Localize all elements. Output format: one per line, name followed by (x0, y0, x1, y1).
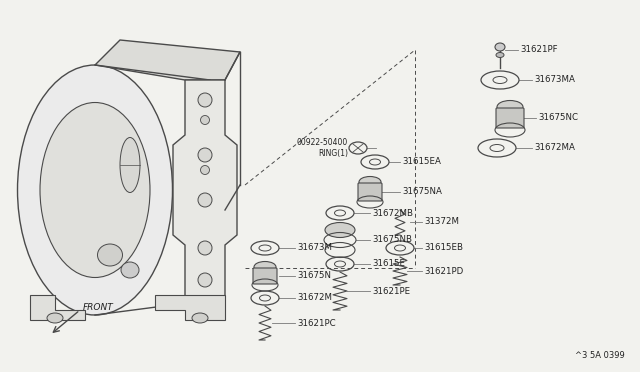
Text: 31675NA: 31675NA (402, 187, 442, 196)
Text: 31675NB: 31675NB (372, 235, 412, 244)
Ellipse shape (497, 100, 523, 113)
Text: FRONT: FRONT (83, 304, 114, 312)
Ellipse shape (495, 43, 505, 51)
Ellipse shape (198, 93, 212, 107)
Text: 00922-50400
RING(1): 00922-50400 RING(1) (297, 138, 348, 158)
Text: ^3 5A 0399: ^3 5A 0399 (575, 351, 625, 360)
Text: 31675N: 31675N (297, 272, 331, 280)
Text: 31615E: 31615E (372, 260, 405, 269)
Ellipse shape (47, 313, 63, 323)
Text: 31372M: 31372M (424, 218, 459, 227)
Polygon shape (155, 295, 225, 320)
Ellipse shape (97, 244, 122, 266)
Text: 31621PC: 31621PC (297, 318, 335, 327)
Ellipse shape (17, 65, 173, 315)
Text: 31615EA: 31615EA (402, 157, 441, 167)
Polygon shape (95, 40, 240, 80)
Ellipse shape (121, 262, 139, 278)
Text: 31621PE: 31621PE (372, 286, 410, 295)
Text: 31673M: 31673M (297, 244, 332, 253)
Polygon shape (30, 295, 85, 320)
Text: 31675NC: 31675NC (538, 113, 578, 122)
Text: 31621PF: 31621PF (520, 45, 557, 55)
Ellipse shape (325, 222, 355, 237)
Text: 31672MB: 31672MB (372, 208, 413, 218)
FancyBboxPatch shape (496, 108, 524, 128)
Ellipse shape (198, 193, 212, 207)
Text: 31672M: 31672M (297, 294, 332, 302)
Ellipse shape (200, 166, 209, 174)
Ellipse shape (198, 148, 212, 162)
Ellipse shape (120, 138, 140, 192)
Ellipse shape (254, 262, 276, 273)
FancyBboxPatch shape (253, 268, 277, 284)
Ellipse shape (359, 176, 381, 187)
Polygon shape (173, 80, 237, 300)
Ellipse shape (40, 103, 150, 278)
Text: 31673MA: 31673MA (534, 76, 575, 84)
Ellipse shape (198, 241, 212, 255)
Text: 31615EB: 31615EB (424, 244, 463, 253)
Ellipse shape (496, 52, 504, 58)
FancyBboxPatch shape (358, 183, 382, 201)
Ellipse shape (200, 115, 209, 125)
Text: 31621PD: 31621PD (424, 266, 463, 276)
Text: 31672MA: 31672MA (534, 144, 575, 153)
Ellipse shape (198, 273, 212, 287)
Ellipse shape (192, 313, 208, 323)
